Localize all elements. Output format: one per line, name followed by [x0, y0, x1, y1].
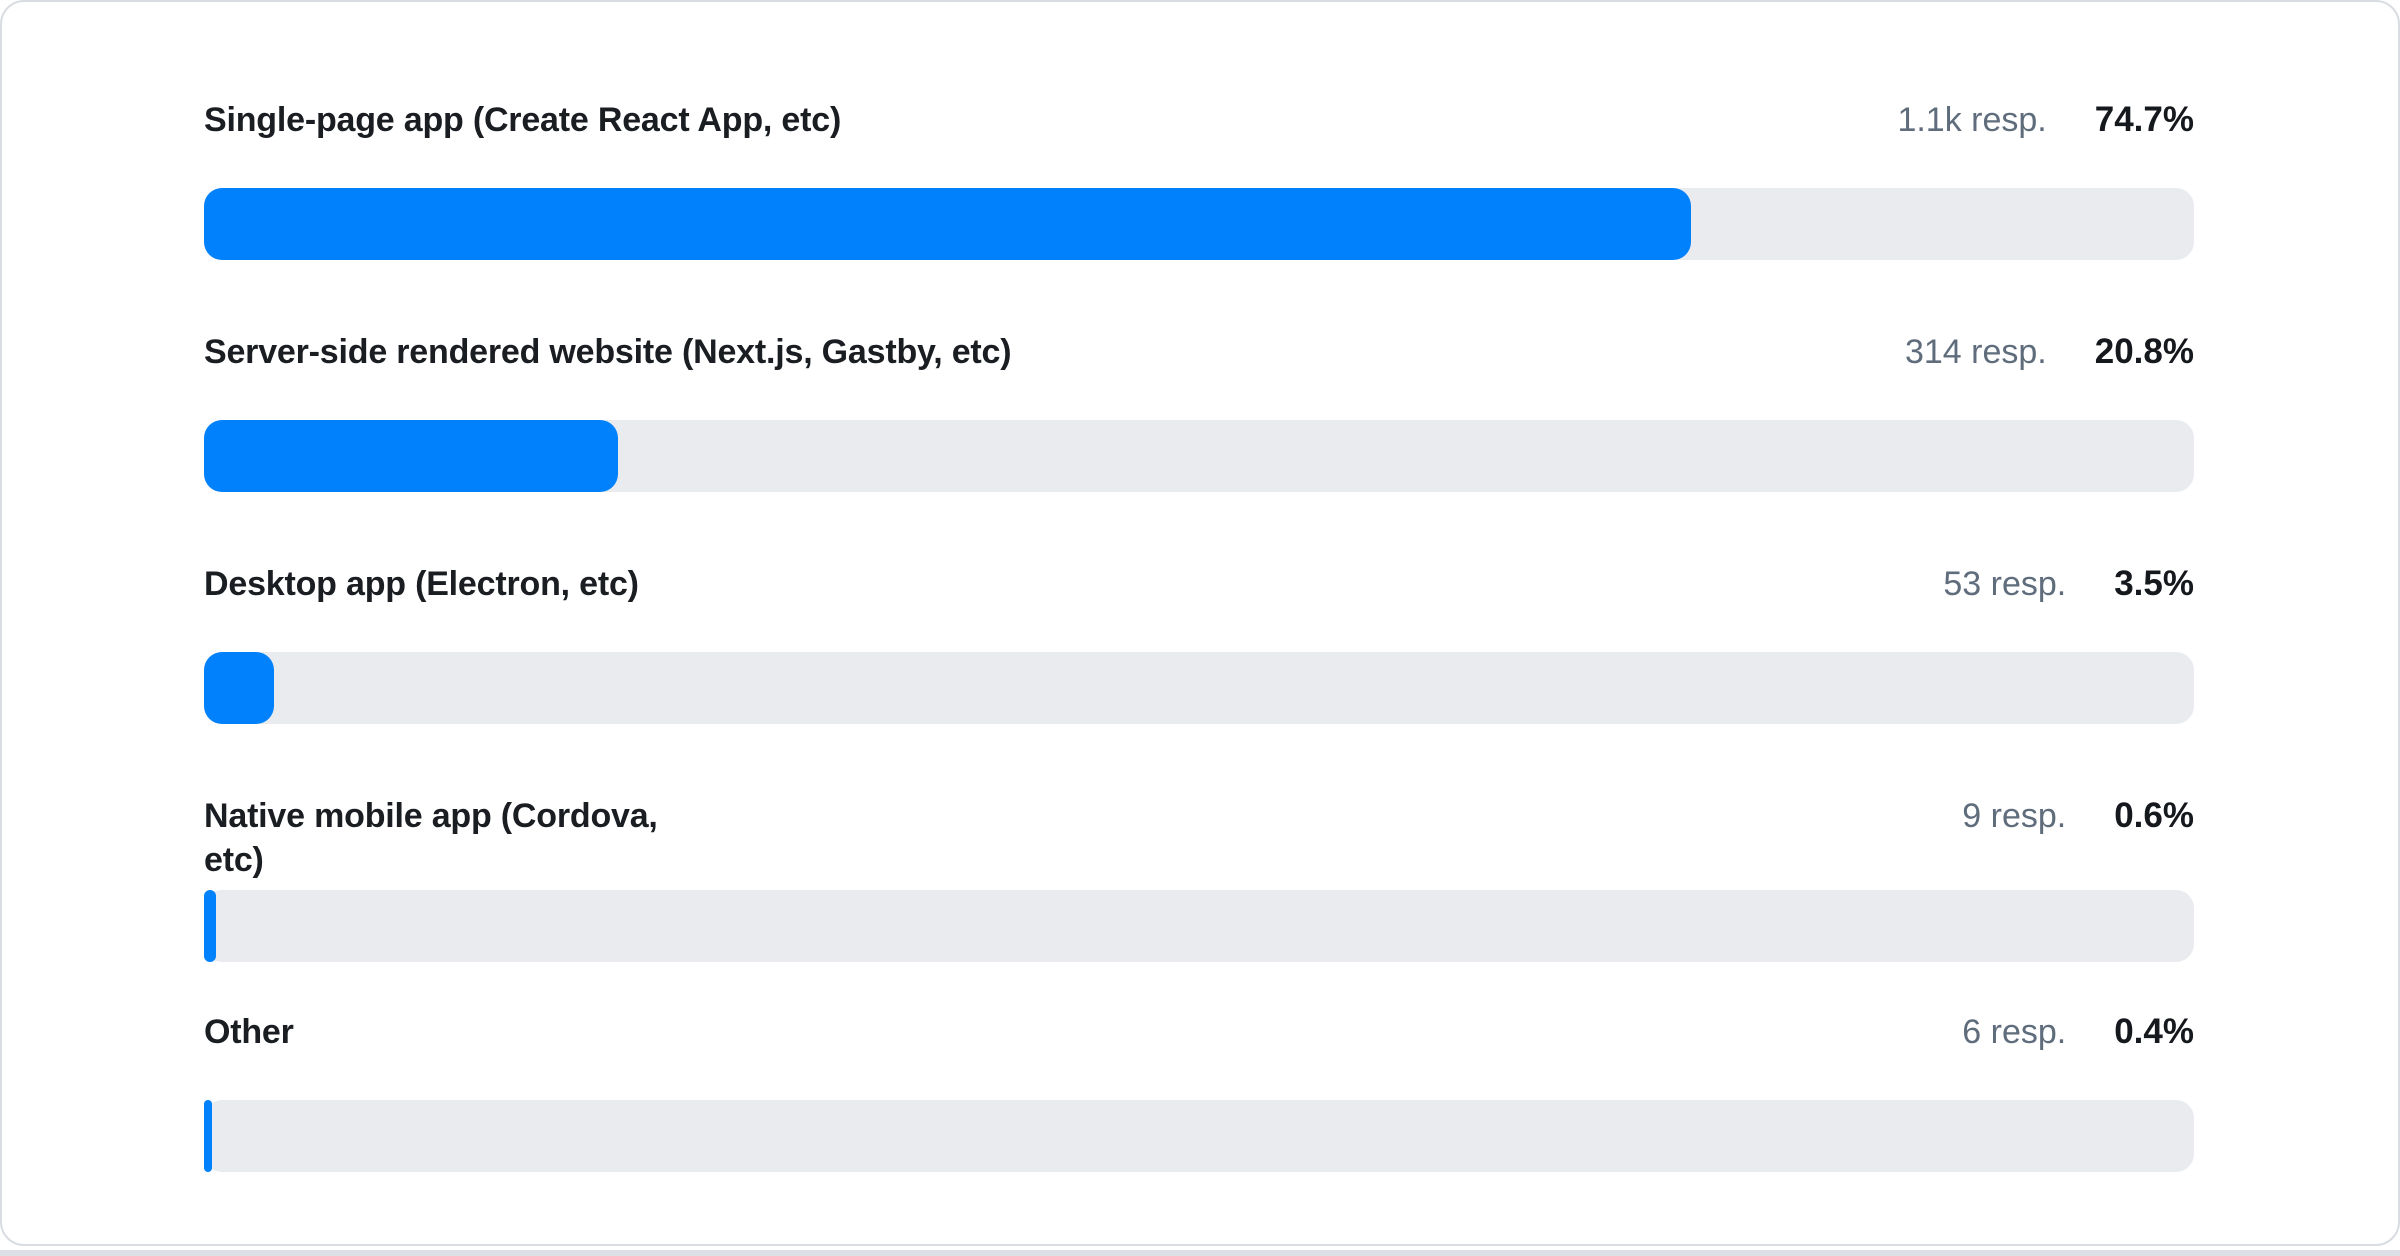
percentage-value: 74.7%	[2094, 100, 2194, 139]
response-count: 1.1k resp.	[1897, 101, 2047, 139]
bar-track	[204, 188, 2194, 260]
row-values: 53 resp. 3.5%	[1943, 562, 2194, 606]
row-values: 9 resp. 0.6%	[1962, 794, 2194, 838]
row-header: Native mobile app (Cordova, etc) 9 resp.…	[204, 794, 2194, 882]
bar-fill	[204, 1100, 212, 1172]
chart-row: Other 6 resp. 0.4%	[204, 1010, 2194, 1172]
bar-fill	[204, 420, 618, 492]
response-count: 53 resp.	[1943, 565, 2067, 603]
chart-row: Native mobile app (Cordova, etc) 9 resp.…	[204, 794, 2194, 962]
bar-track	[204, 1100, 2194, 1172]
bar-track	[204, 890, 2194, 962]
bar-track	[204, 652, 2194, 724]
bar-fill	[204, 652, 274, 724]
bar-fill	[204, 890, 216, 962]
category-label: Server-side rendered website (Next.js, G…	[204, 333, 1012, 371]
chart-row: Server-side rendered website (Next.js, G…	[204, 330, 2194, 492]
response-count: 9 resp.	[1962, 797, 2067, 835]
category-label: Desktop app (Electron, etc)	[204, 565, 639, 603]
category-label: Native mobile app (Cordova, etc)	[204, 797, 658, 879]
row-header: Server-side rendered website (Next.js, G…	[204, 330, 2194, 374]
percentage-value: 0.4%	[2114, 1012, 2194, 1051]
row-values: 1.1k resp. 74.7%	[1897, 98, 2194, 142]
row-values: 6 resp. 0.4%	[1962, 1010, 2194, 1054]
chart-row: Single-page app (Create React App, etc) …	[204, 98, 2194, 260]
bar-fill	[204, 188, 1691, 260]
row-header: Single-page app (Create React App, etc) …	[204, 98, 2194, 142]
percentage-value: 3.5%	[2114, 564, 2194, 603]
bar-track	[204, 420, 2194, 492]
card-bottom-edge	[0, 1250, 2400, 1256]
chart-row: Desktop app (Electron, etc) 53 resp. 3.5…	[204, 562, 2194, 724]
percentage-value: 0.6%	[2114, 796, 2194, 835]
category-label: Other	[204, 1013, 294, 1051]
category-label: Single-page app (Create React App, etc)	[204, 101, 842, 139]
percentage-value: 20.8%	[2094, 332, 2194, 371]
chart-area: Single-page app (Create React App, etc) …	[2, 2, 2398, 1172]
row-values: 314 resp. 20.8%	[1905, 330, 2194, 374]
row-header: Other 6 resp. 0.4%	[204, 1010, 2194, 1054]
response-count: 314 resp.	[1904, 333, 2047, 371]
response-count: 6 resp.	[1962, 1013, 2067, 1051]
row-header: Desktop app (Electron, etc) 53 resp. 3.5…	[204, 562, 2194, 606]
